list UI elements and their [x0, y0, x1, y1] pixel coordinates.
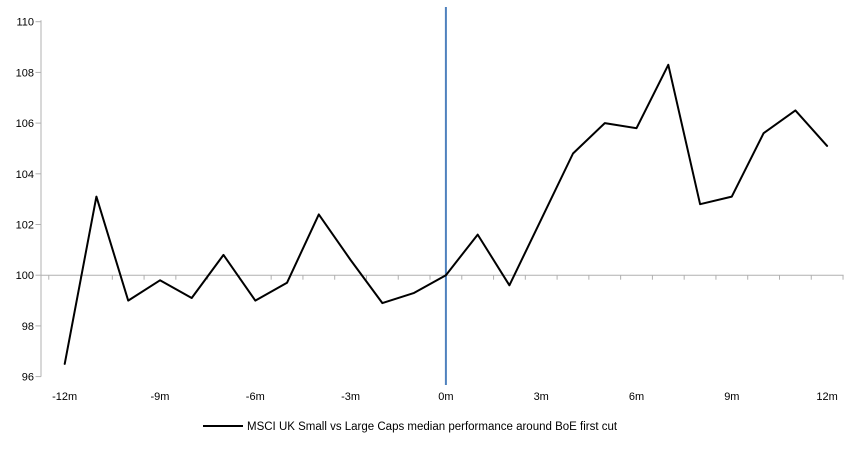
x-tick-label: -3m [341, 391, 360, 403]
y-tick-label: 98 [22, 321, 34, 333]
x-tick-label: 12m [816, 391, 837, 403]
y-tick-label: 106 [16, 118, 34, 130]
x-tick-label: -9m [150, 391, 169, 403]
data-line [63, 63, 829, 365]
y-tick-label: 100 [16, 270, 34, 282]
y-tick-label: 108 [16, 67, 34, 79]
y-tick-label: 104 [16, 169, 34, 181]
y-tick-label: 102 [16, 220, 34, 232]
legend-label: MSCI UK Small vs Large Caps median perfo… [247, 421, 618, 433]
legend: MSCI UK Small vs Large Caps median perfo… [203, 421, 618, 433]
series-layer [63, 7, 829, 385]
y-tick-label: 110 [16, 17, 34, 29]
x-tick-label: 0m [438, 391, 453, 403]
x-tick-label: 9m [724, 391, 739, 403]
labels-layer: 96 98 100 102 104 106 108 110 -12m -9m -6m -3m 0m 3m 6… [16, 17, 838, 403]
x-tick-label: 3m [534, 391, 549, 403]
y-tick-label: 96 [22, 372, 34, 384]
x-tick-label: -6m [246, 391, 265, 403]
x-tick-label: 6m [629, 391, 644, 403]
x-tick-label: -12m [52, 391, 77, 403]
